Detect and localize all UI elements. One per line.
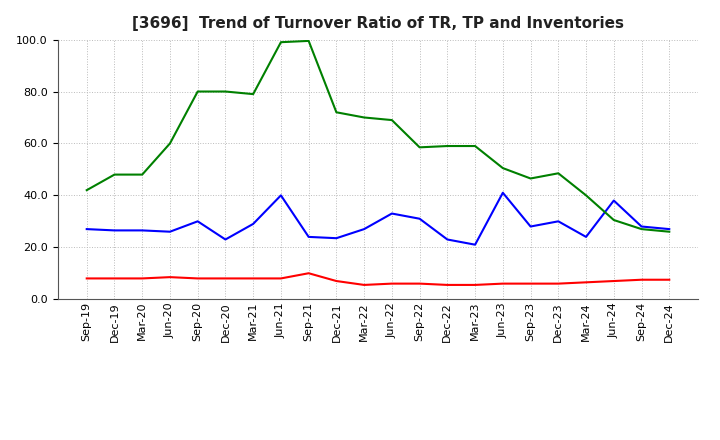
Line: Trade Payables: Trade Payables [86, 193, 670, 245]
Trade Receivables [360, 282, 369, 288]
Trade Payables [637, 224, 646, 229]
Trade Payables [138, 228, 147, 233]
Line: Trade Receivables: Trade Receivables [86, 273, 670, 285]
Trade Payables [665, 227, 674, 232]
Inventories [249, 92, 258, 97]
Trade Receivables [249, 276, 258, 281]
Trade Receivables [221, 276, 230, 281]
Trade Receivables [82, 276, 91, 281]
Trade Payables [82, 227, 91, 232]
Inventories [360, 115, 369, 120]
Inventories [637, 227, 646, 232]
Trade Payables [415, 216, 424, 221]
Trade Receivables [415, 281, 424, 286]
Trade Payables [249, 221, 258, 227]
Trade Payables [221, 237, 230, 242]
Trade Receivables [665, 277, 674, 282]
Trade Payables [387, 211, 396, 216]
Trade Receivables [387, 281, 396, 286]
Trade Payables [582, 234, 590, 239]
Trade Receivables [526, 281, 535, 286]
Inventories [221, 89, 230, 94]
Trade Payables [609, 198, 618, 203]
Title: [3696]  Trend of Turnover Ratio of TR, TP and Inventories: [3696] Trend of Turnover Ratio of TR, TP… [132, 16, 624, 32]
Trade Receivables [305, 271, 313, 276]
Trade Payables [194, 219, 202, 224]
Trade Payables [276, 193, 285, 198]
Trade Payables [305, 234, 313, 239]
Inventories [194, 89, 202, 94]
Trade Receivables [276, 276, 285, 281]
Inventories [387, 117, 396, 123]
Trade Payables [443, 237, 451, 242]
Trade Receivables [471, 282, 480, 288]
Trade Receivables [554, 281, 562, 286]
Trade Payables [166, 229, 174, 235]
Trade Receivables [194, 276, 202, 281]
Inventories [166, 141, 174, 146]
Inventories [471, 143, 480, 149]
Trade Payables [110, 228, 119, 233]
Trade Payables [526, 224, 535, 229]
Trade Receivables [498, 281, 507, 286]
Inventories [443, 143, 451, 149]
Inventories [332, 110, 341, 115]
Trade Receivables [166, 275, 174, 280]
Inventories [138, 172, 147, 177]
Inventories [276, 40, 285, 45]
Inventories [582, 193, 590, 198]
Inventories [665, 229, 674, 235]
Inventories [526, 176, 535, 181]
Trade Payables [554, 219, 562, 224]
Inventories [305, 38, 313, 44]
Trade Payables [332, 235, 341, 241]
Line: Inventories: Inventories [86, 41, 670, 232]
Trade Receivables [110, 276, 119, 281]
Inventories [82, 187, 91, 193]
Trade Payables [360, 227, 369, 232]
Trade Receivables [637, 277, 646, 282]
Trade Payables [498, 190, 507, 195]
Inventories [498, 165, 507, 171]
Inventories [415, 145, 424, 150]
Inventories [554, 171, 562, 176]
Trade Payables [471, 242, 480, 247]
Trade Receivables [138, 276, 147, 281]
Trade Receivables [443, 282, 451, 288]
Inventories [110, 172, 119, 177]
Inventories [609, 217, 618, 223]
Trade Receivables [582, 280, 590, 285]
Trade Receivables [609, 279, 618, 284]
Trade Receivables [332, 279, 341, 284]
